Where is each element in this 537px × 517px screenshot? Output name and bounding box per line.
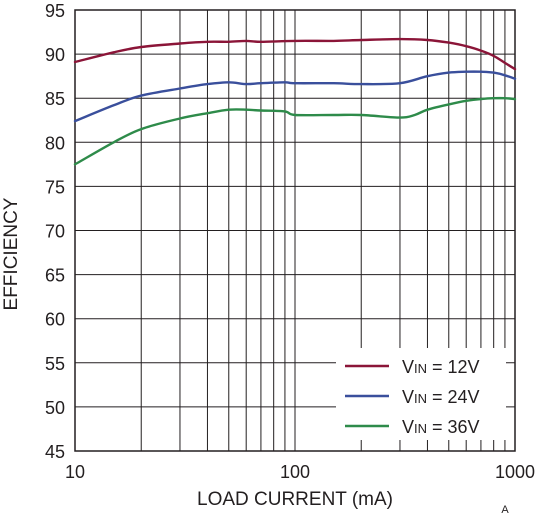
series-line-2 xyxy=(73,70,517,123)
y-tick-label: 60 xyxy=(45,310,65,330)
y-tick-label: 55 xyxy=(45,354,65,374)
y-tick-label: 70 xyxy=(45,222,65,242)
y-axis-title: EFFICIENCY xyxy=(1,197,22,310)
y-tick-labels: 95 90 85 80 75 70 65 60 55 50 45 xyxy=(45,1,65,462)
y-tick-label: 80 xyxy=(45,133,65,153)
legend-label-3: VIN = 36V xyxy=(402,417,480,437)
plot-frame xyxy=(74,9,516,452)
y-tick-label: 45 xyxy=(45,442,65,462)
x-tick-labels: 10 100 1000 xyxy=(65,462,535,482)
legend-label-2: VIN = 24V xyxy=(402,387,480,407)
y-tick-label: 75 xyxy=(45,177,65,197)
x-tick-label: 100 xyxy=(280,462,310,482)
y-tick-label: 65 xyxy=(45,266,65,286)
legend: VIN = 12V VIN = 24V VIN = 36V xyxy=(336,348,506,440)
series-line-3 xyxy=(73,96,517,166)
y-tick-label: 50 xyxy=(45,398,65,418)
y-tick-label: 90 xyxy=(45,45,65,65)
legend-label-1: VIN = 12V xyxy=(402,357,480,377)
x-tick-label: 10 xyxy=(65,462,85,482)
y-tick-label: 85 xyxy=(45,89,65,109)
x-axis-title: LOAD CURRENT (mA) xyxy=(197,489,393,510)
x-tick-label: 1000 xyxy=(495,462,535,482)
legend-background xyxy=(336,348,506,440)
corner-mark: A xyxy=(501,504,509,516)
y-tick-label: 95 xyxy=(45,1,65,21)
series-line-1 xyxy=(73,37,517,71)
series-lines xyxy=(73,37,517,166)
